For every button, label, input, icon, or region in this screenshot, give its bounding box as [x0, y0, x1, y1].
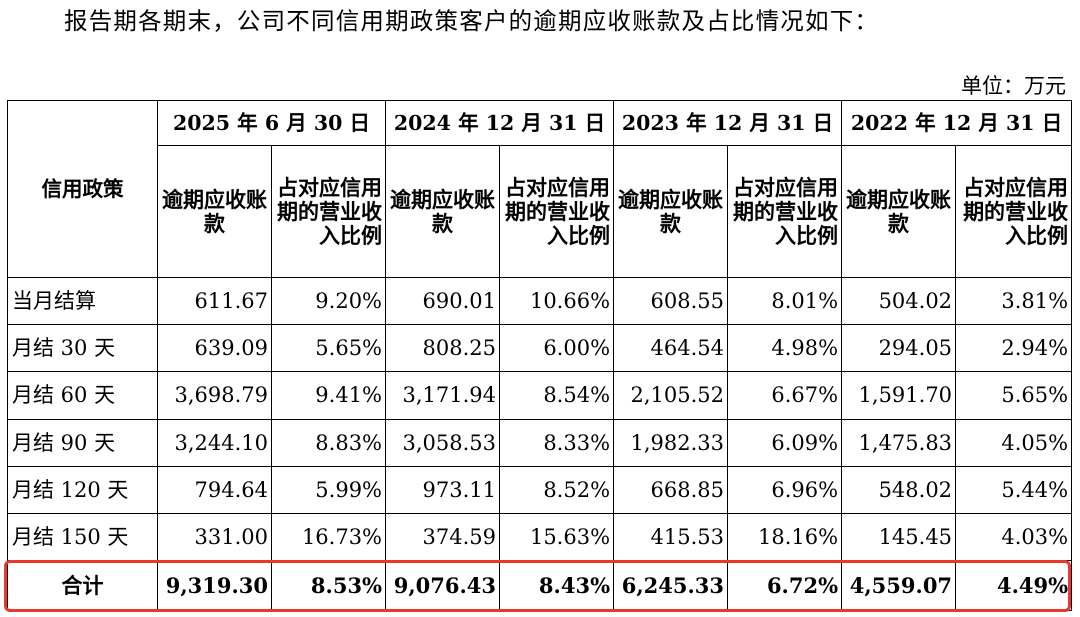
- policy-header: 信用政策: [7, 100, 158, 278]
- total-cell: 4.49%: [955, 560, 1073, 612]
- ratio-cell: 5.44%: [955, 465, 1073, 514]
- header-row-metrics: 逾期应收账款 占对应信用期的营业收入比例 逾期应收账款 占对应信用期的营业收入比…: [8, 145, 1073, 278]
- ratio-cell: 9.41%: [270, 371, 387, 420]
- total-cell: 9,319.30: [157, 560, 272, 612]
- amount-cell: 3,698.79: [157, 371, 272, 420]
- total-cell: 6.72%: [727, 560, 843, 612]
- total-cell: 6,245.33: [613, 560, 729, 612]
- ratio-cell: 4.98%: [727, 324, 843, 373]
- amount-cell: 2,105.52: [613, 371, 729, 420]
- amount-cell: 3,171.94: [385, 371, 501, 420]
- amount-cell: 415.53: [613, 512, 729, 562]
- amount-cell: 1,982.33: [613, 418, 729, 467]
- ratio-cell: 8.54%: [499, 371, 615, 420]
- ratio-cell: 16.73%: [270, 512, 387, 562]
- total-label: 合计: [7, 560, 158, 612]
- amount-cell: 464.54: [613, 324, 729, 373]
- ratio-cell: 15.63%: [499, 512, 615, 562]
- ratio-cell: 18.16%: [727, 512, 843, 562]
- ratio-cell: 5.65%: [955, 371, 1073, 420]
- total-cell: 8.43%: [499, 560, 615, 612]
- amount-cell: 504.02: [841, 276, 957, 326]
- ratio-cell: 4.03%: [955, 512, 1073, 562]
- total-cell: 4,559.07: [841, 560, 957, 612]
- ratio-cell: 6.09%: [727, 418, 843, 467]
- amount-cell: 374.59: [385, 512, 501, 562]
- period-header: 2025 年 6 月 30 日: [156, 100, 387, 146]
- ratio-cell: 8.52%: [499, 465, 615, 514]
- total-cell: 8.53%: [270, 560, 387, 612]
- ratio-header: 占对应信用期的营业收入比例: [955, 145, 1073, 278]
- amount-cell: 1,475.83: [841, 418, 957, 467]
- period-header: 2024 年 12 月 31 日: [385, 100, 615, 146]
- amount-cell: 1,591.70: [841, 371, 957, 420]
- total-row: 合计 9,319.30 8.53% 9,076.43 8.43% 6,245.3…: [7, 560, 1073, 612]
- amount-header: 逾期应收账款: [841, 145, 957, 278]
- amount-cell: 973.11: [385, 465, 501, 514]
- amount-cell: 808.25: [385, 324, 501, 373]
- table-row: 月结 150 天 331.00 16.73% 374.59 15.63% 415.53 18…: [7, 512, 1073, 562]
- amount-cell: 548.02: [841, 465, 957, 514]
- header-row-periods: 信用政策 2025 年 6 月 30 日 2024 年 12 月 31 日 20…: [7, 100, 1073, 278]
- row-policy-label: 月结 150 天: [7, 512, 158, 562]
- period-header: 2023 年 12 月 31 日: [613, 100, 843, 146]
- ratio-cell: 4.05%: [955, 418, 1073, 467]
- amount-cell: 331.00: [157, 512, 272, 562]
- ratio-header: 占对应信用期的营业收入比例: [270, 145, 387, 278]
- intro-text: 报告期各期末，公司不同信用期政策客户的逾期应收账款及占比情况如下：: [64, 7, 880, 35]
- ratio-cell: 6.00%: [499, 324, 615, 373]
- amount-cell: 3,058.53: [385, 418, 501, 467]
- row-policy-label: 当月结算: [7, 276, 158, 326]
- amount-cell: 294.05: [841, 324, 957, 373]
- ratio-header: 占对应信用期的营业收入比例: [499, 145, 615, 278]
- amount-header: 逾期应收账款: [385, 145, 501, 278]
- amount-cell: 639.09: [157, 324, 272, 373]
- ratio-cell: 3.81%: [955, 276, 1073, 326]
- overdue-receivables-table: 信用政策 2025 年 6 月 30 日 2024 年 12 月 31 日 20…: [7, 100, 1073, 612]
- amount-header: 逾期应收账款: [157, 145, 272, 278]
- ratio-cell: 5.99%: [270, 465, 387, 514]
- period-header: 2022 年 12 月 31 日: [841, 100, 1073, 146]
- ratio-cell: 8.33%: [499, 418, 615, 467]
- amount-cell: 608.55: [613, 276, 729, 326]
- ratio-cell: 6.67%: [727, 371, 843, 420]
- amount-header: 逾期应收账款: [613, 145, 729, 278]
- amount-cell: 690.01: [385, 276, 501, 326]
- total-cell: 9,076.43: [385, 560, 501, 612]
- unit-label: 单位：万元: [961, 74, 1066, 98]
- ratio-cell: 8.83%: [270, 418, 387, 467]
- amount-cell: 611.67: [157, 276, 272, 326]
- amount-cell: 668.85: [613, 465, 729, 514]
- table-row: 月结 30 天 639.09 5.65% 808.25 6.00% 464.54 4.98%…: [7, 324, 1073, 373]
- ratio-cell: 8.01%: [727, 276, 843, 326]
- table-row: 当月结算 611.67 9.20% 690.01 10.66% 608.55 8.01% 50…: [7, 276, 1073, 326]
- row-policy-label: 月结 120 天: [7, 465, 158, 514]
- ratio-cell: 6.96%: [727, 465, 843, 514]
- ratio-cell: 9.20%: [270, 276, 387, 326]
- row-policy-label: 月结 90 天: [7, 418, 158, 467]
- row-policy-label: 月结 60 天: [7, 371, 158, 420]
- ratio-cell: 2.94%: [955, 324, 1073, 373]
- amount-cell: 3,244.10: [157, 418, 272, 467]
- ratio-header: 占对应信用期的营业收入比例: [727, 145, 843, 278]
- row-policy-label: 月结 30 天: [7, 324, 158, 373]
- amount-cell: 794.64: [157, 465, 272, 514]
- amount-cell: 145.45: [841, 512, 957, 562]
- table-row: 月结 60 天 3,698.79 9.41% 3,171.94 8.54% 2,105.5…: [7, 371, 1073, 420]
- ratio-cell: 10.66%: [499, 276, 615, 326]
- table-row: 月结 90 天 3,244.10 8.83% 3,058.53 8.33% 1,982.3…: [7, 418, 1073, 467]
- ratio-cell: 5.65%: [270, 324, 387, 373]
- table-row: 月结 120 天 794.64 5.99% 973.11 8.52% 668.85 6.96…: [7, 465, 1073, 514]
